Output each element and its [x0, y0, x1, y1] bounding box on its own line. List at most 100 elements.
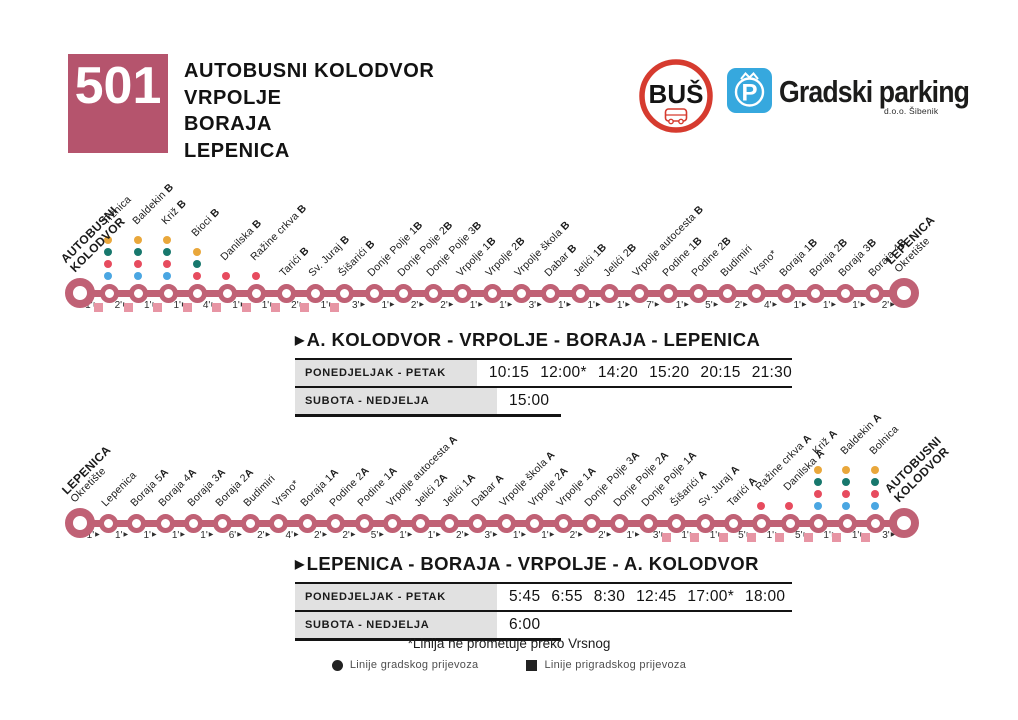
- arrow-right-icon: ▶: [537, 302, 542, 308]
- city-line-dot: [813, 478, 822, 486]
- stop-node: [326, 513, 346, 533]
- suburban-line-square: [746, 533, 756, 542]
- arrow-right-icon: ▶: [294, 532, 299, 538]
- departure-time: 15:00: [509, 392, 550, 409]
- stop-node: [297, 513, 317, 533]
- route-number: 501: [74, 57, 162, 115]
- crown-icon: [740, 72, 759, 80]
- segment-travel-time: 1'▶: [822, 300, 836, 311]
- suburban-line-square: [860, 533, 870, 542]
- departure-times: 15:00: [497, 388, 792, 414]
- city-line-dot: [133, 236, 142, 244]
- table-rule: [295, 414, 561, 417]
- segment-travel-time: 2'▶: [881, 300, 895, 311]
- segment-travel-time: 1'▶: [616, 300, 630, 311]
- city-line-dot: [813, 466, 822, 474]
- segment-travel-time: 1'▶: [381, 300, 395, 311]
- segment-travel-time: 2'▶: [734, 300, 748, 311]
- city-line-dot: [222, 272, 231, 280]
- stop-node: [439, 513, 459, 533]
- stop-node: [553, 513, 573, 533]
- stop-node: [835, 283, 855, 303]
- segment-travel-time: 1'▶: [143, 530, 157, 541]
- stop-node: [240, 513, 260, 533]
- city-line-dot: [842, 478, 851, 486]
- segment-travel-time: 1'▶: [512, 530, 526, 541]
- segment-travel-time: 1'▶: [469, 300, 483, 311]
- suburban-line-square: [153, 303, 163, 312]
- city-line-dot: [192, 272, 201, 280]
- segment-travel-time: 1'▶: [793, 300, 807, 311]
- city-line-dot: [104, 260, 113, 268]
- arrow-right-icon: ▶: [379, 532, 384, 538]
- stop-node: [158, 283, 178, 303]
- arrow-right-icon: ▶: [831, 302, 836, 308]
- segment-travel-time: 1'▶: [200, 530, 214, 541]
- suburban-line-square: [300, 303, 310, 312]
- stop-node: [188, 283, 208, 303]
- day-range-label: SUBOTA - NEDJELJA: [295, 388, 497, 414]
- arrow-right-icon: ▶: [360, 302, 366, 308]
- city-line-dot: [163, 248, 172, 256]
- stop-label-text: AUTOBUSNI KOLODVOR: [881, 433, 952, 506]
- timetable-table: PONEDJELJAK - PETAK 5:45 6:55 8:30 12:45 17:…: [295, 582, 792, 641]
- segment-travel-time: 3'▶: [882, 530, 896, 541]
- arrow-right-icon: ▶: [436, 532, 441, 538]
- city-line-dot: [842, 490, 851, 498]
- bus-logo-ring: [639, 59, 713, 133]
- table-rule: [295, 638, 561, 641]
- stop-node: [496, 513, 516, 533]
- city-line-dot: [104, 248, 113, 256]
- arrow-right-icon: ▶: [566, 302, 572, 308]
- stop-label-text: Bioci B: [188, 205, 222, 239]
- arrow-right-icon: ▶: [625, 302, 630, 308]
- city-line-dot: [842, 502, 851, 510]
- arrow-right-icon: ▶: [743, 302, 748, 308]
- timetable-return: ▶ LEPENICA - BORAJA - VRPOLJE - A. KOLODV…: [295, 553, 792, 641]
- segment-travel-time: 1'▶: [675, 300, 689, 311]
- stop-node: [724, 513, 744, 533]
- city-line-dot: [104, 272, 113, 280]
- stop-node: [155, 513, 175, 533]
- stop-node: [570, 283, 590, 303]
- timetable-title: ▶ A. KOLODVOR - VRPOLJE - BORAJA - LEPENI…: [295, 329, 761, 350]
- legend-label: Linije prigradskog prijevoza: [544, 659, 687, 671]
- stop-node: [335, 283, 355, 303]
- segment-travel-time: 1'▶: [587, 300, 601, 311]
- stop-node: [468, 513, 488, 533]
- day-range-label: PONEDJELJAK - PETAK: [295, 584, 497, 610]
- arrow-right-icon: ▶: [890, 532, 896, 538]
- arrow-right-icon: ▶: [180, 532, 185, 538]
- arrow-right-icon: ▶: [713, 302, 719, 308]
- departure-time: 21:30: [751, 364, 792, 381]
- arrow-right-icon: ▶: [389, 302, 395, 308]
- segment-travel-time: 2'▶: [257, 530, 271, 541]
- route-title-line: VRPOLJE: [184, 86, 282, 109]
- arrow-right-icon: ▶: [606, 532, 612, 538]
- stop-node: [695, 513, 715, 533]
- terminal-stop-node: [64, 277, 95, 308]
- arrow-right-icon: ▶: [478, 302, 483, 308]
- departure-time: 6:00: [509, 616, 541, 633]
- arrow-right-icon: ▶: [265, 532, 271, 538]
- arrow-right-icon: ▶: [350, 532, 356, 538]
- stop-node: [354, 513, 374, 533]
- segment-travel-time: 3'▶: [484, 530, 498, 541]
- stop-node: [659, 283, 679, 303]
- suburban-line-square: [832, 533, 842, 542]
- route-title-line: AUTOBUSNI KOLODVOR: [184, 60, 435, 82]
- segment-travel-time: 1'▶: [86, 530, 100, 541]
- stop-node: [129, 283, 149, 303]
- city-line-dot: [192, 248, 201, 256]
- legend: Linije gradskog prijevoza Linije prigrads…: [0, 659, 1018, 671]
- departure-time: 18:00: [745, 588, 786, 605]
- departure-time: 12:45: [636, 588, 677, 605]
- stop-node: [629, 283, 649, 303]
- arrow-marker-icon: ▶: [295, 333, 305, 347]
- stop-node: [217, 283, 237, 303]
- segment-travel-time: 2'▶: [569, 530, 583, 541]
- stop-node: [688, 283, 708, 303]
- arrow-right-icon: ▶: [322, 532, 328, 538]
- segment-travel-time: 1'▶: [852, 300, 866, 311]
- legend-label: Linije gradskog prijevoza: [349, 659, 479, 671]
